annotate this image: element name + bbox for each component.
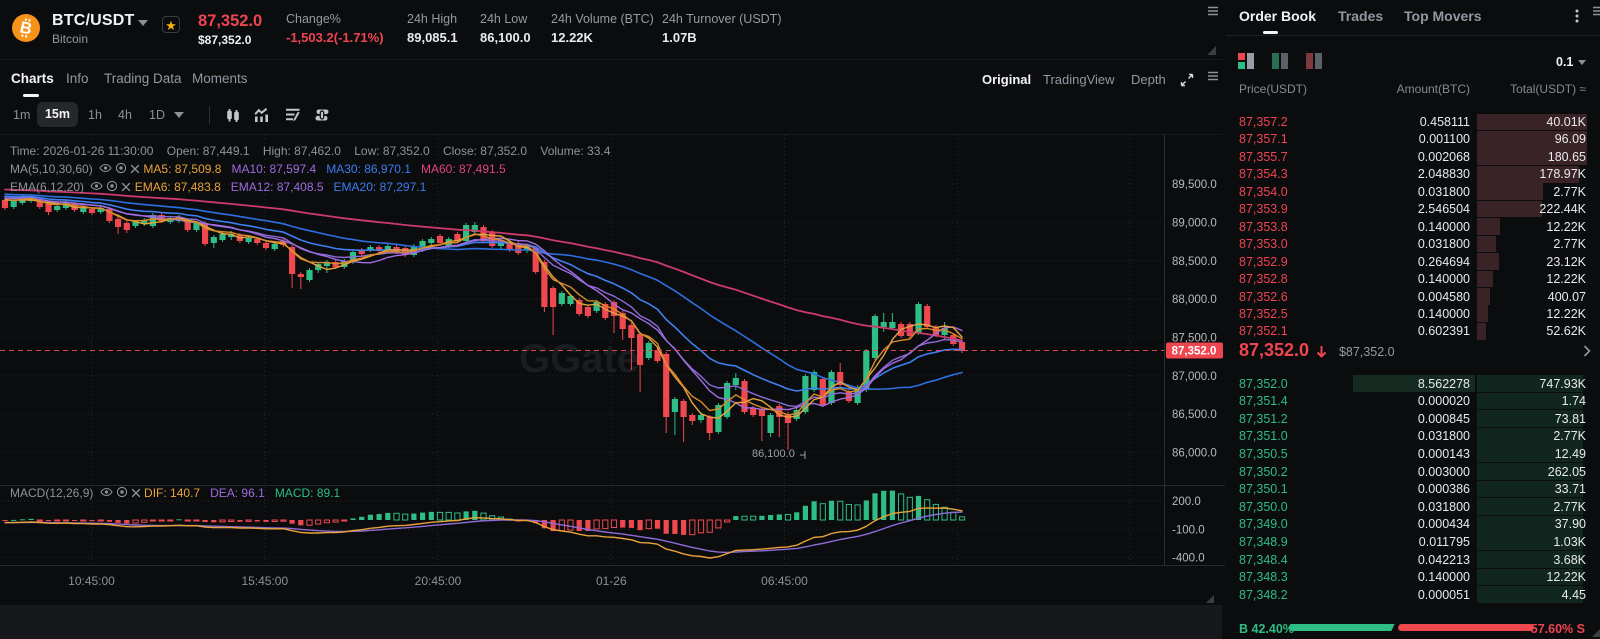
svg-text:200.0: 200.0 bbox=[1172, 496, 1201, 508]
svg-text:06:45:00: 06:45:00 bbox=[761, 574, 808, 588]
svg-text:10:45:00: 10:45:00 bbox=[68, 574, 115, 588]
svg-text:-100.0: -100.0 bbox=[1172, 524, 1205, 536]
svg-text:01-26: 01-26 bbox=[596, 574, 627, 588]
svg-text:20:45:00: 20:45:00 bbox=[415, 574, 462, 588]
svg-text:88,500.0: 88,500.0 bbox=[1172, 256, 1217, 268]
svg-text:89,500.0: 89,500.0 bbox=[1172, 179, 1217, 191]
svg-text:87,352.0: 87,352.0 bbox=[1172, 346, 1217, 358]
svg-text:15:45:00: 15:45:00 bbox=[241, 574, 288, 588]
svg-text:GGate: GGate bbox=[519, 337, 639, 381]
svg-text:B: B bbox=[18, 18, 33, 38]
svg-text:87,500.0: 87,500.0 bbox=[1172, 332, 1217, 344]
svg-text:-400.0: -400.0 bbox=[1172, 553, 1205, 565]
svg-text:89,000.0: 89,000.0 bbox=[1172, 217, 1217, 229]
svg-text:88,000.0: 88,000.0 bbox=[1172, 294, 1217, 306]
svg-text:86,100.0: 86,100.0 bbox=[752, 448, 795, 460]
svg-text:87,000.0: 87,000.0 bbox=[1172, 371, 1217, 383]
svg-text:86,000.0: 86,000.0 bbox=[1172, 448, 1217, 460]
svg-text:86,500.0: 86,500.0 bbox=[1172, 409, 1217, 421]
